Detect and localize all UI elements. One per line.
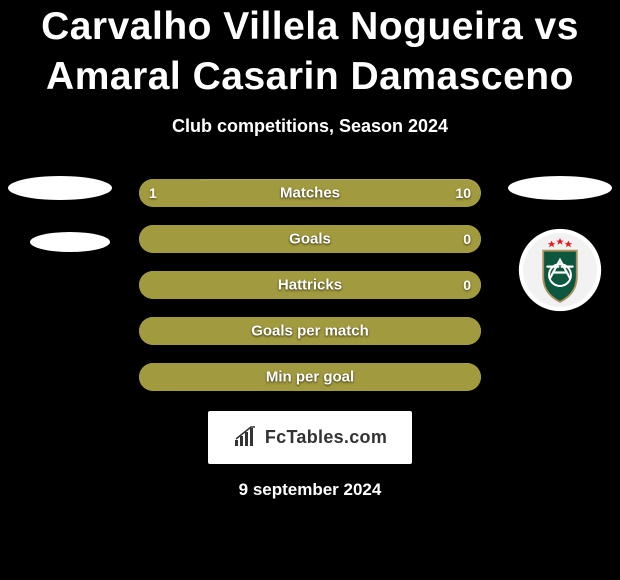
stat-bar-label: Goals per match	[139, 322, 481, 339]
stat-bar: Goals per match	[139, 317, 481, 345]
stat-right-value: 0	[463, 231, 471, 247]
player2-placeholder	[508, 176, 612, 200]
stat-bar: Goals0	[139, 225, 481, 253]
footer-brand[interactable]: FcTables.com	[208, 411, 412, 464]
date-text: 9 september 2024	[239, 480, 382, 500]
subtitle: Club competitions, Season 2024	[172, 116, 448, 137]
stat-bar: Min per goal	[139, 363, 481, 391]
player1-placeholder-1	[8, 176, 112, 200]
stat-bar-label: Min per goal	[139, 368, 481, 385]
stat-left-value: 1	[149, 185, 157, 201]
player1-placeholder-2	[30, 232, 110, 252]
page-title: Carvalho Villela Nogueira vs Amaral Casa…	[0, 0, 620, 102]
stat-bar-label: Goals	[139, 230, 481, 247]
stat-bar-label: Hattricks	[139, 276, 481, 293]
stat-right-value: 0	[463, 277, 471, 293]
chart-icon	[233, 426, 259, 448]
club-crest	[518, 228, 602, 312]
stat-bar-label: Matches	[139, 184, 481, 201]
footer-brand-text: FcTables.com	[265, 427, 387, 448]
stat-right-value: 10	[455, 185, 471, 201]
stats-bars: Matches110Goals0Hattricks0Goals per matc…	[139, 179, 481, 391]
stat-bar: Matches1 10	[139, 179, 481, 207]
stat-bar: Hattricks0	[139, 271, 481, 299]
